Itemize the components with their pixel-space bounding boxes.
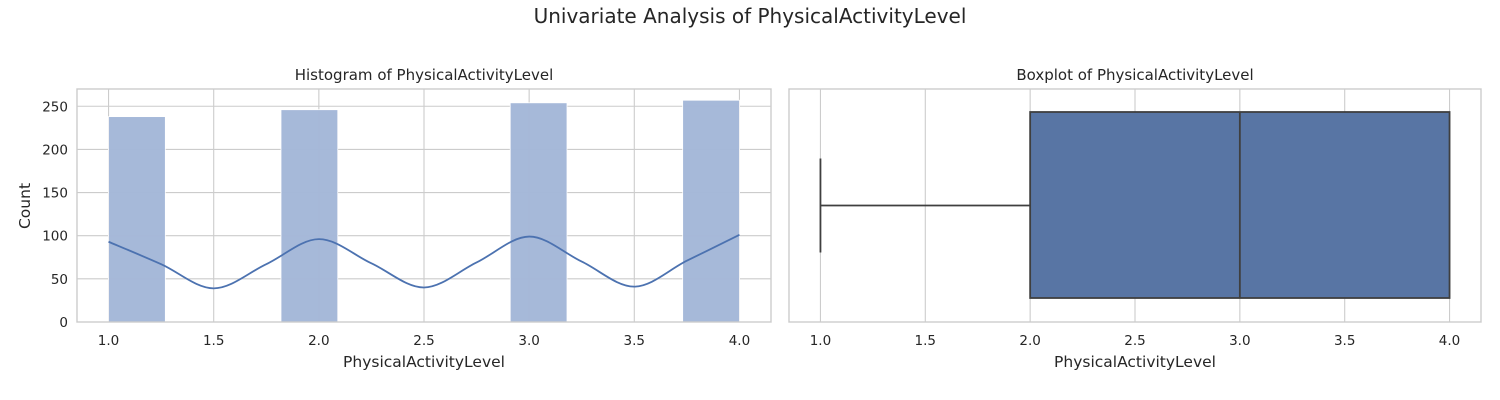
boxplot-x-tick-label: 2.5: [1124, 333, 1145, 349]
histogram-y-tick-label: 250: [42, 99, 68, 115]
histogram-bar: [108, 116, 166, 323]
histogram-y-tick-label: 150: [42, 186, 68, 202]
boxplot-title: Boxplot of PhysicalActivityLevel: [1016, 66, 1253, 84]
boxplot-x-tick-label: 4.0: [1439, 333, 1460, 349]
boxplot-shapes: [819, 111, 1451, 299]
histogram-bar: [509, 102, 568, 323]
histogram-x-tick-label: 1.0: [98, 333, 119, 349]
histogram-x-tick-label: 2.0: [308, 333, 329, 349]
histogram-panel: Histogram of PhysicalActivityLevel 1.0 1.…: [16, 66, 772, 371]
boxplot-x-tick-label: 1.5: [915, 333, 936, 349]
histogram-x-tick-label: 1.5: [203, 333, 224, 349]
kde-line: [108, 234, 740, 290]
histogram-y-ticks: 0 50 100 150 200 250: [42, 99, 68, 331]
boxplot-x-tick-label: 2.0: [1019, 333, 1040, 349]
histogram-frame: [76, 88, 772, 323]
boxplot-x-tick-label: 1.0: [810, 333, 831, 349]
histogram-x-tick-label: 2.5: [413, 333, 434, 349]
figure-title: Univariate Analysis of PhysicalActivityL…: [534, 4, 967, 28]
histogram-bars: [108, 99, 740, 323]
histogram-y-tick-label: 0: [59, 315, 68, 331]
histogram-y-tick-label: 200: [42, 142, 68, 158]
boxplot-x-tick-label: 3.5: [1334, 333, 1355, 349]
histogram-y-tick-label: 100: [42, 229, 68, 245]
histogram-x-tick-label: 4.0: [729, 333, 750, 349]
histogram-x-tick-label: 3.5: [624, 333, 645, 349]
boxplot-panel: Boxplot of PhysicalActivityLevel 1.0 1.5 2…: [788, 66, 1482, 371]
histogram-x-tick-label: 3.0: [518, 333, 539, 349]
histogram-x-ticks: 1.0 1.5 2.0 2.5 3.0 3.5 4.0: [98, 333, 750, 349]
histogram-bar: [682, 99, 740, 323]
histogram-y-axis-label: Count: [16, 183, 34, 229]
histogram-title: Histogram of PhysicalActivityLevel: [295, 66, 554, 84]
boxplot-x-axis-label: PhysicalActivityLevel: [1054, 353, 1216, 371]
boxplot-x-tick-label: 3.0: [1229, 333, 1250, 349]
boxplot-x-ticks: 1.0 1.5 2.0 2.5 3.0 3.5 4.0: [810, 333, 1461, 349]
histogram-bar: [280, 109, 339, 323]
histogram-x-axis-label: PhysicalActivityLevel: [343, 353, 505, 371]
histogram-y-tick-label: 50: [51, 272, 68, 288]
boxplot-frame: [788, 88, 1482, 323]
